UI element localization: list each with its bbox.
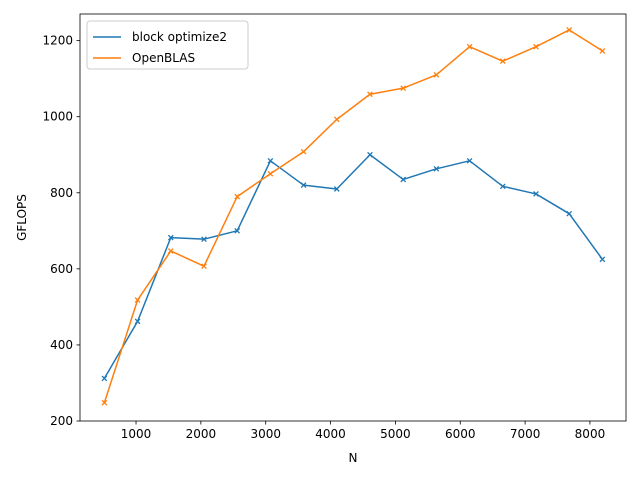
data-point	[367, 151, 373, 158]
x-tick-label: 5000	[380, 427, 411, 441]
data-point	[333, 116, 340, 123]
x-tick-label: 4000	[315, 427, 346, 441]
data-point	[300, 148, 307, 155]
data-point	[499, 183, 506, 190]
legend: block optimize2 OpenBLAS	[86, 20, 249, 70]
data-point	[134, 297, 141, 303]
y-axis: 200 400 600 800 1000 1200	[42, 34, 80, 428]
data-point	[234, 193, 241, 200]
data-point	[101, 399, 108, 406]
x-axis-label: N	[349, 451, 358, 465]
data-point	[433, 72, 440, 78]
data-point	[533, 43, 539, 50]
series-line	[103, 153, 604, 379]
data-point	[333, 186, 340, 192]
plot-frame	[79, 13, 627, 422]
data-point	[300, 182, 307, 189]
x-tick-label: 7000	[510, 427, 541, 441]
x-tick-label: 2000	[186, 427, 217, 441]
y-tick-label: 1000	[42, 110, 73, 124]
data-point	[267, 157, 274, 164]
series-layer	[101, 27, 606, 406]
series-1	[101, 27, 606, 406]
data-point	[566, 27, 573, 33]
data-point	[367, 91, 373, 98]
data-point	[400, 85, 407, 92]
data-point	[466, 157, 473, 164]
legend-box	[86, 20, 249, 70]
x-tick-label: 1000	[121, 427, 152, 441]
y-tick-label: 800	[50, 186, 73, 200]
data-point	[167, 234, 174, 241]
legend-label: block optimize2	[132, 30, 227, 44]
x-tick-label: 3000	[250, 427, 281, 441]
x-tick-label: 6000	[445, 427, 476, 441]
data-point	[101, 375, 108, 382]
data-point	[433, 165, 440, 172]
y-axis-label: GFLOPS	[15, 194, 29, 241]
data-point	[599, 256, 606, 263]
data-point	[599, 48, 606, 54]
data-point	[499, 58, 506, 65]
data-point	[400, 176, 407, 183]
data-point	[201, 263, 207, 270]
x-tick-label: 8000	[575, 427, 606, 441]
x-axis: 1000 2000 3000 4000 5000 6000 7000 8000	[121, 421, 605, 441]
data-point	[134, 318, 141, 325]
data-point	[566, 210, 573, 217]
y-tick-label: 1200	[42, 34, 73, 48]
data-point	[167, 248, 174, 254]
series-line	[103, 29, 603, 403]
y-tick-label: 600	[50, 262, 73, 276]
data-point	[533, 191, 539, 197]
data-point	[267, 170, 274, 177]
data-point	[466, 43, 473, 50]
data-point	[234, 227, 241, 234]
data-point	[201, 236, 207, 243]
y-tick-label: 400	[50, 338, 73, 352]
series-0	[101, 151, 606, 382]
y-tick-label: 200	[50, 414, 73, 428]
legend-label: OpenBLAS	[132, 51, 195, 65]
